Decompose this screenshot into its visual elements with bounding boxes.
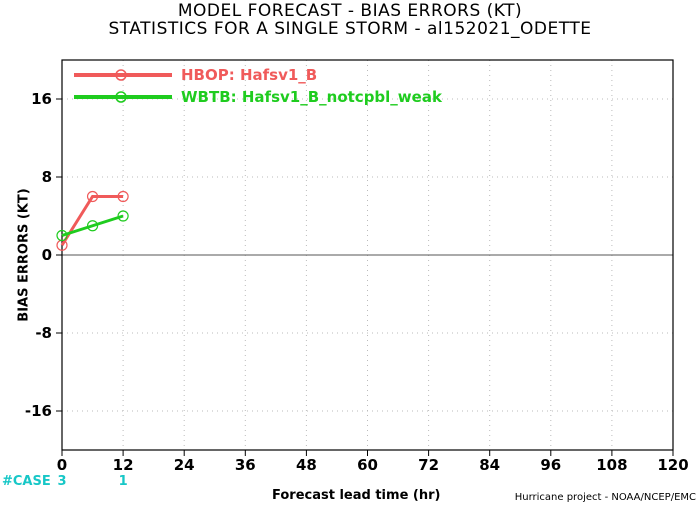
x-tick-label: 84	[479, 456, 500, 474]
series-point	[117, 190, 129, 203]
x-tick-label: 60	[357, 456, 378, 474]
x-tick-label: 12	[113, 456, 134, 474]
case-count: 1	[119, 474, 128, 489]
y-tick-label: -8	[35, 324, 52, 342]
y-tick-label: 0	[42, 246, 52, 264]
x-tick-label: 0	[57, 456, 67, 474]
x-tick-label: 24	[174, 456, 195, 474]
x-tick-label: 36	[235, 456, 256, 474]
series-point	[56, 229, 68, 242]
series-line	[60, 195, 124, 247]
y-tick-label: 8	[42, 168, 52, 186]
x-tick-label: 96	[540, 456, 561, 474]
chart-title: MODEL FORECAST - BIAS ERRORS (KT)	[177, 1, 523, 21]
chart-subtitle: STATISTICS FOR A SINGLE STORM - al152021…	[108, 19, 592, 39]
x-tick-label: 108	[596, 456, 627, 474]
series-point	[86, 190, 99, 203]
x-tick-label: 120	[657, 456, 688, 474]
y-axis-label: BIAS ERRORS (KT)	[16, 188, 32, 322]
x-tick-label: 48	[296, 456, 317, 474]
y-tick-label: 16	[31, 90, 52, 108]
series-point	[86, 220, 99, 232]
series-point	[117, 210, 129, 222]
x-tick-label: 72	[418, 456, 439, 474]
series-line	[61, 214, 124, 237]
credit-text: Hurricane project - NOAA/NCEP/EMC	[514, 492, 696, 503]
legend-label: WBTB: Hafsv1_B_notcpbl_weak	[181, 88, 443, 106]
legend-label: HBOP: Hafsv1_B	[181, 66, 317, 84]
legend-marker	[115, 69, 127, 81]
x-axis-label: Forecast lead time (hr)	[272, 488, 441, 503]
legend-marker	[115, 91, 127, 103]
case-count: 3	[57, 474, 66, 489]
y-tick-label: -16	[25, 402, 52, 420]
case-label: #CASE	[2, 474, 51, 489]
